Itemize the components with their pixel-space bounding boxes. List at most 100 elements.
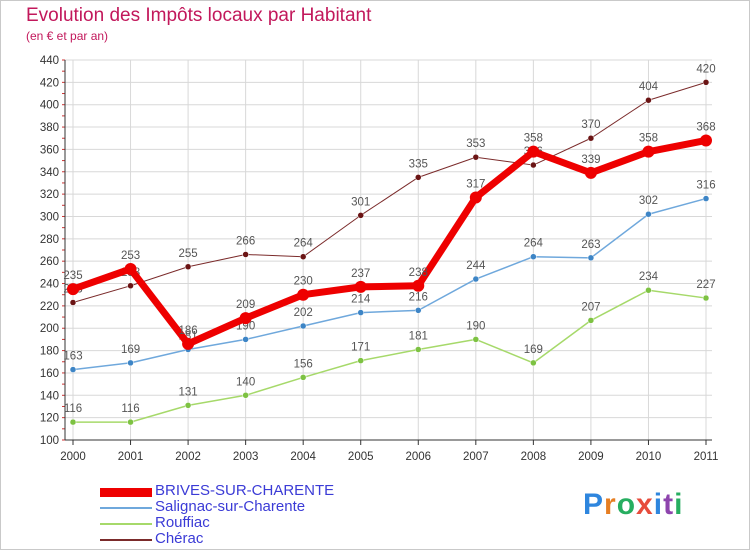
y-tick-label: 120 — [40, 413, 59, 425]
proxiti-logo: Proxiti — [583, 488, 683, 522]
data-label-salignac-sur-charente: 163 — [63, 351, 82, 363]
y-tick-label: 340 — [40, 167, 59, 179]
data-point-brives-sur-charente — [642, 145, 655, 158]
data-point-ch-rac — [702, 79, 710, 86]
data-point-ch-rac — [299, 253, 307, 260]
data-point-ch-rac — [530, 161, 537, 169]
x-tick-label: 2004 — [290, 451, 316, 463]
series-line-salignac-sur-charente — [72, 197, 707, 371]
y-tick-label: 180 — [40, 346, 59, 358]
x-tick-label: 2008 — [521, 451, 547, 463]
data-label-rouffiac: 190 — [466, 320, 485, 332]
data-point-rouffiac — [69, 418, 77, 426]
data-point-rouffiac — [472, 336, 480, 343]
data-point-brives-sur-charente — [297, 288, 310, 301]
data-label-ch-rac: 301 — [351, 196, 370, 208]
x-tick-label: 2009 — [578, 451, 604, 463]
y-tick-label: 320 — [40, 189, 59, 201]
data-label-rouffiac: 234 — [639, 271, 659, 283]
data-label-rouffiac: 171 — [351, 342, 370, 354]
x-tick-label: 2005 — [348, 451, 374, 463]
legend-label-ch-rac: Chérac — [155, 530, 204, 547]
data-point-rouffiac — [127, 418, 134, 426]
data-label-salignac-sur-charente: 302 — [639, 195, 658, 207]
data-label-salignac-sur-charente: 202 — [294, 307, 313, 319]
series-line-ch-rac — [72, 81, 707, 304]
logo-letter: o — [616, 488, 637, 521]
data-point-brives-sur-charente — [584, 166, 597, 179]
data-point-rouffiac — [645, 286, 652, 294]
data-label-brives-sur-charente: 317 — [466, 178, 485, 190]
data-point-salignac-sur-charente — [357, 309, 364, 316]
x-tick-label: 2000 — [60, 451, 86, 463]
data-label-salignac-sur-charente: 169 — [121, 344, 140, 356]
data-point-brives-sur-charente — [527, 145, 540, 158]
data-label-brives-sur-charente: 186 — [178, 325, 197, 337]
data-point-brives-sur-charente — [182, 337, 195, 350]
data-label-brives-sur-charente: 238 — [409, 267, 428, 279]
y-tick-label: 380 — [40, 122, 59, 134]
data-label-brives-sur-charente: 368 — [696, 121, 715, 133]
data-point-salignac-sur-charente — [299, 322, 307, 330]
data-label-brives-sur-charente: 253 — [121, 250, 140, 262]
data-label-salignac-sur-charente: 264 — [524, 238, 544, 250]
data-label-rouffiac: 140 — [236, 376, 255, 388]
y-tick-label: 100 — [40, 435, 59, 447]
data-label-ch-rac: 420 — [696, 63, 715, 75]
y-tick-label: 200 — [40, 323, 59, 335]
data-point-ch-rac — [645, 96, 652, 104]
logo-letter: i — [674, 488, 684, 521]
y-tick-label: 420 — [40, 77, 59, 89]
y-tick-label: 160 — [40, 368, 59, 380]
data-label-rouffiac: 156 — [294, 358, 313, 370]
y-tick-label: 360 — [40, 144, 59, 156]
x-tick-label: 2003 — [233, 451, 259, 463]
legend-swatch-ch-rac — [100, 539, 152, 541]
data-label-salignac-sur-charente: 214 — [351, 294, 371, 306]
data-point-salignac-sur-charente — [415, 307, 422, 314]
series-line-brives-sur-charente — [69, 136, 710, 348]
chart-subtitle: (en € et par an) — [26, 29, 109, 43]
y-tick-label: 220 — [40, 301, 59, 313]
data-point-rouffiac — [587, 317, 595, 324]
data-label-brives-sur-charente: 358 — [639, 133, 658, 145]
data-point-salignac-sur-charente — [587, 254, 595, 262]
legend-swatch-brives-sur-charente — [100, 487, 152, 497]
y-tick-label: 300 — [40, 211, 59, 223]
data-label-ch-rac: 370 — [581, 119, 600, 131]
data-point-salignac-sur-charente — [69, 366, 77, 373]
data-label-ch-rac: 404 — [639, 81, 659, 93]
data-label-salignac-sur-charente: 316 — [696, 180, 715, 192]
data-point-brives-sur-charente — [412, 279, 425, 292]
data-point-rouffiac — [415, 346, 422, 353]
x-tick-label: 2001 — [118, 451, 144, 463]
data-label-rouffiac: 169 — [524, 344, 543, 356]
y-tick-label: 440 — [40, 55, 59, 67]
data-point-rouffiac — [299, 374, 307, 381]
data-label-rouffiac: 181 — [409, 330, 428, 342]
data-point-ch-rac — [127, 282, 134, 290]
data-label-rouffiac: 227 — [696, 279, 715, 291]
chart-title: Evolution des Impôts locaux par Habitant — [26, 5, 372, 26]
logo-letter: t — [663, 488, 675, 521]
x-tick-label: 2006 — [405, 451, 431, 463]
data-point-rouffiac — [184, 402, 192, 409]
data-point-brives-sur-charente — [239, 312, 252, 325]
legend-label-brives-sur-charente: BRIVES-SUR-CHARENTE — [155, 482, 335, 499]
data-point-salignac-sur-charente — [472, 275, 480, 283]
data-label-brives-sur-charente: 230 — [294, 276, 313, 288]
data-point-brives-sur-charente — [354, 280, 367, 293]
data-point-brives-sur-charente — [124, 263, 137, 275]
logo-letter: x — [636, 488, 654, 521]
data-label-rouffiac: 116 — [121, 403, 139, 415]
logo-letter: P — [583, 488, 605, 521]
data-point-rouffiac — [242, 392, 249, 399]
data-label-brives-sur-charente: 209 — [236, 299, 255, 311]
y-tick-label: 400 — [40, 100, 59, 112]
data-label-brives-sur-charente: 235 — [63, 270, 82, 282]
data-label-salignac-sur-charente: 216 — [409, 291, 428, 303]
x-tick-label: 2007 — [463, 451, 489, 463]
data-label-salignac-sur-charente: 244 — [466, 260, 486, 272]
data-point-brives-sur-charente — [469, 191, 482, 204]
